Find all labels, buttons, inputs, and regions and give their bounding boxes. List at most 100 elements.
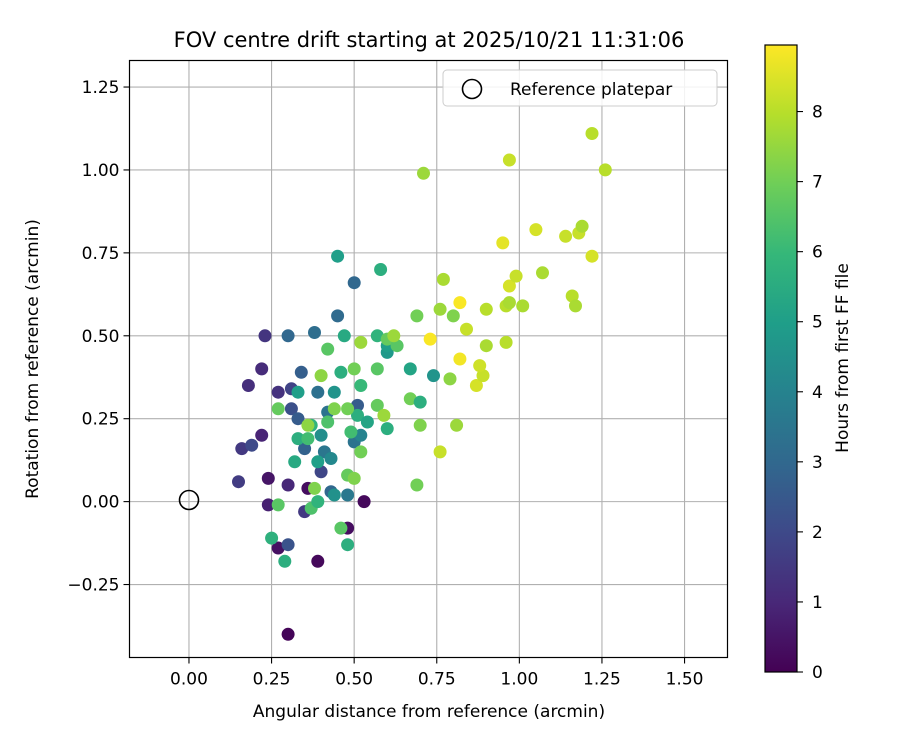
data-point xyxy=(341,488,355,502)
data-point xyxy=(347,276,361,290)
x-tick-label: 1.00 xyxy=(500,670,538,690)
legend-marker xyxy=(461,78,483,100)
data-point xyxy=(311,495,325,509)
data-point xyxy=(245,438,259,452)
data-point xyxy=(341,538,355,552)
data-point xyxy=(413,395,427,409)
data-point xyxy=(403,392,417,406)
data-point xyxy=(370,398,384,412)
data-point xyxy=(308,481,321,495)
data-point xyxy=(360,415,374,429)
x-axis-ticks: 0.00 0.25 0.50 0.75 1.00 1.25 1.50 xyxy=(170,657,703,690)
data-point xyxy=(261,498,275,512)
data-point xyxy=(370,329,384,343)
data-point xyxy=(331,309,345,323)
grid-lines xyxy=(129,60,728,658)
x-tick-label: 1.25 xyxy=(583,670,621,690)
data-point xyxy=(585,127,599,140)
data-point xyxy=(334,365,348,379)
data-point xyxy=(334,521,348,535)
data-point xyxy=(291,412,305,426)
data-point xyxy=(423,332,437,346)
data-point xyxy=(271,498,285,512)
data-point xyxy=(288,455,302,469)
x-tick-label: 0.25 xyxy=(253,670,291,690)
data-point xyxy=(410,309,424,323)
reference-marker xyxy=(178,489,200,511)
data-point xyxy=(327,488,341,502)
data-point xyxy=(314,369,328,383)
colorbar-tick-label: 6 xyxy=(812,243,823,263)
data-point xyxy=(284,402,298,416)
data-point xyxy=(271,541,285,555)
colorbar-label: Hours from first FF file xyxy=(833,263,853,453)
data-point xyxy=(351,408,364,422)
data-point xyxy=(357,495,371,509)
data-point xyxy=(559,229,573,243)
data-point xyxy=(446,309,460,323)
data-point xyxy=(321,342,335,356)
data-point xyxy=(278,554,292,568)
data-point xyxy=(387,329,401,343)
data-point xyxy=(565,289,579,303)
data-point xyxy=(354,379,368,392)
legend-box xyxy=(442,69,718,107)
data-point xyxy=(347,362,361,376)
y-tick-label: −0.25 xyxy=(67,576,119,596)
data-point xyxy=(453,296,467,310)
data-point xyxy=(450,418,464,432)
data-point xyxy=(499,335,513,349)
data-point xyxy=(301,432,315,446)
data-point xyxy=(370,362,384,376)
data-point xyxy=(327,385,341,399)
data-point xyxy=(410,478,424,492)
data-point xyxy=(354,335,368,349)
data-point xyxy=(298,442,312,456)
data-point xyxy=(536,266,549,280)
x-tick-label: 0.50 xyxy=(335,670,373,690)
data-point xyxy=(311,455,325,469)
y-axis-ticks: −0.25 0.00 0.25 0.50 0.75 1.00 1.25 xyxy=(67,78,130,596)
data-point xyxy=(473,359,487,373)
data-point xyxy=(301,418,315,432)
data-point xyxy=(502,153,516,167)
data-point xyxy=(324,452,338,465)
data-point xyxy=(341,402,355,416)
data-point xyxy=(585,249,599,263)
data-point xyxy=(502,296,516,310)
data-point xyxy=(354,428,368,442)
data-point xyxy=(235,442,249,456)
data-point xyxy=(380,422,394,436)
data-point xyxy=(265,531,279,545)
data-point xyxy=(271,385,285,399)
y-tick-label: 1.00 xyxy=(82,161,120,181)
colorbar xyxy=(764,44,798,673)
data-point xyxy=(308,326,321,339)
data-point xyxy=(479,339,493,353)
data-point xyxy=(321,415,335,429)
data-point xyxy=(479,302,493,316)
data-point xyxy=(327,402,341,416)
data-point xyxy=(347,471,361,485)
data-point xyxy=(427,369,440,383)
colorbar-ticks: 0 1 2 3 4 5 6 7 8 xyxy=(797,103,823,683)
y-tick-label: 0.50 xyxy=(82,327,120,347)
data-point xyxy=(258,329,272,343)
plot-frame xyxy=(128,59,729,659)
data-point xyxy=(443,372,457,386)
data-point xyxy=(314,428,328,442)
y-tick-label: 0.00 xyxy=(82,493,120,513)
colorbar-tick-label: 4 xyxy=(812,383,823,403)
data-point xyxy=(351,398,364,412)
data-point xyxy=(311,554,325,568)
data-point xyxy=(377,408,391,422)
x-axis-label: Angular distance from reference (arcmin) xyxy=(253,702,605,722)
x-tick-label: 0.75 xyxy=(418,670,456,690)
data-point xyxy=(281,478,295,492)
data-point xyxy=(403,362,417,376)
y-axis-label: Rotation from reference (arcmin) xyxy=(23,219,43,499)
legend-label: Reference platepar xyxy=(510,80,672,100)
data-point xyxy=(255,428,269,442)
data-point xyxy=(331,249,345,263)
